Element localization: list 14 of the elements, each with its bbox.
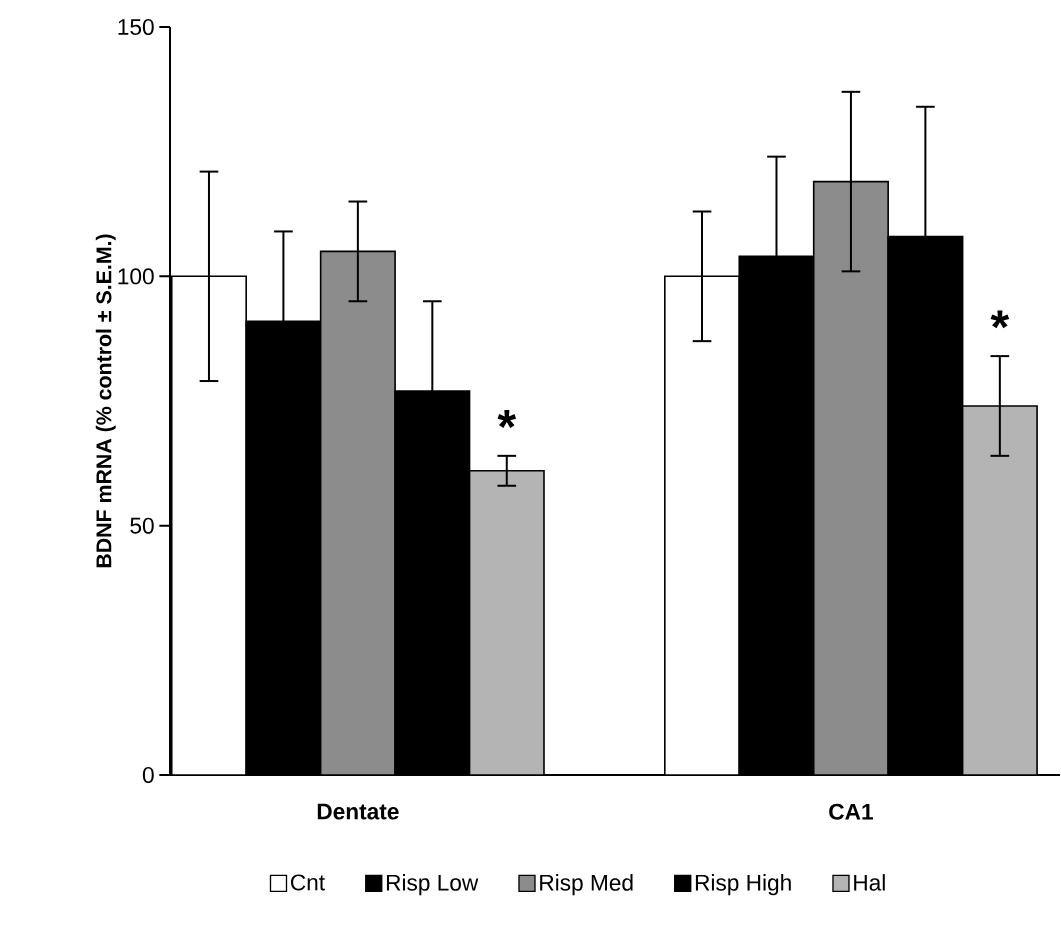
legend-label: Risp High [695,874,791,896]
y-tick-label: 100 [118,268,154,285]
legend-label: Risp Low [386,874,479,896]
x-tick-label: Dentate [317,803,399,820]
annotation: * [497,410,517,428]
legend-label: Risp Med [540,874,633,896]
y-axis-title: BDNF mRNA (% control ± S.E.M.) [95,234,116,568]
legend-label: Cnt [290,874,325,891]
legend-label: Hal [854,874,885,891]
y-tick-label: 0 [142,766,154,784]
y-tick-label: 50 [130,517,154,534]
x-tick-label: CA1 [829,803,873,820]
annotation: * [990,310,1010,329]
y-tick-label: 150 [118,18,154,36]
